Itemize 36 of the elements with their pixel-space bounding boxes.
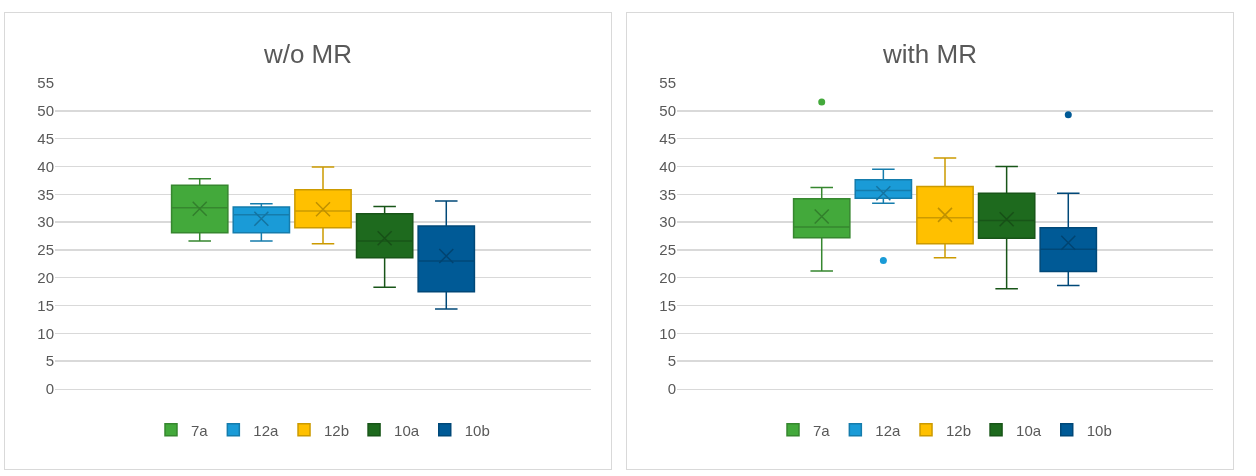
y-tick-label: 15 bbox=[659, 296, 676, 314]
legend-label: 10b bbox=[1086, 421, 1112, 439]
y-tick-label: 30 bbox=[659, 213, 676, 231]
y-tick-label: 45 bbox=[37, 129, 54, 147]
legend-label: 7a bbox=[813, 421, 831, 439]
legend-label: 12b bbox=[946, 421, 972, 439]
legend-label: 12a bbox=[253, 421, 280, 439]
y-tick-label: 15 bbox=[37, 296, 54, 314]
y-tick-label: 5 bbox=[667, 352, 676, 370]
y-tick-label: 50 bbox=[37, 102, 54, 120]
y-tick-label: 20 bbox=[659, 268, 676, 286]
y-tick-label: 35 bbox=[37, 185, 54, 203]
chart-title: with MR bbox=[882, 39, 977, 70]
y-tick-label: 10 bbox=[659, 324, 676, 342]
legend-label: 12b bbox=[324, 421, 350, 439]
y-tick-label: 55 bbox=[37, 74, 54, 92]
y-tick-label: 30 bbox=[37, 213, 54, 231]
y-tick-label: 25 bbox=[659, 241, 676, 259]
y-tick-label: 40 bbox=[659, 157, 676, 175]
y-tick-label: 25 bbox=[37, 241, 54, 259]
chart-title: w/o MR bbox=[262, 39, 353, 70]
y-tick-label: 0 bbox=[45, 380, 54, 398]
y-tick-label: 50 bbox=[659, 102, 676, 120]
y-tick-label: 20 bbox=[37, 268, 54, 286]
y-tick-label: 0 bbox=[667, 380, 676, 398]
legend-label: 12a bbox=[875, 421, 902, 439]
y-tick-label: 10 bbox=[37, 324, 54, 342]
y-tick-label: 35 bbox=[659, 185, 676, 203]
y-tick-label: 55 bbox=[659, 74, 676, 92]
y-tick-label: 5 bbox=[45, 352, 54, 370]
legend-label: 7a bbox=[191, 421, 209, 439]
y-tick-label: 40 bbox=[37, 157, 54, 175]
y-tick-label: 45 bbox=[659, 129, 676, 147]
legend-label: 10b bbox=[464, 421, 490, 439]
legend-label: 10a bbox=[394, 421, 420, 439]
legend-label: 10a bbox=[1016, 421, 1042, 439]
